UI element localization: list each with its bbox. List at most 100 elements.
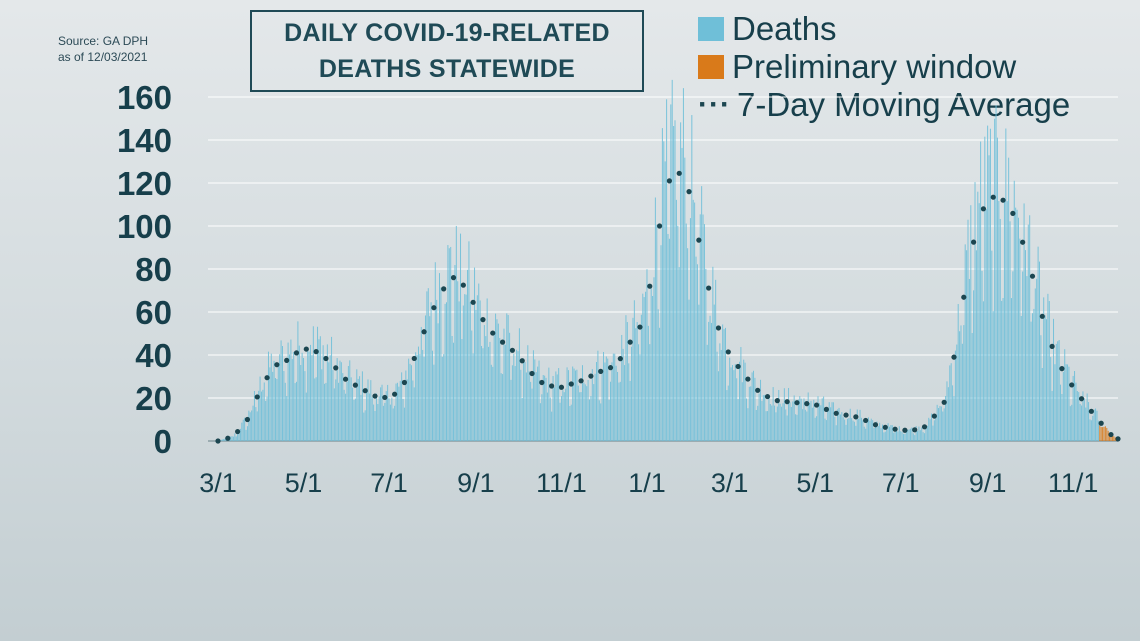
bar: [894, 431, 896, 441]
bar: [356, 369, 358, 441]
bar: [746, 398, 748, 441]
bar: [866, 420, 868, 441]
bar: [674, 120, 676, 441]
bar: [1017, 217, 1019, 441]
bar: [952, 385, 954, 441]
bar: [922, 432, 924, 441]
bar: [994, 118, 996, 442]
moving-average-dot: [1078, 396, 1085, 402]
bar: [856, 409, 858, 441]
moving-average-dot: [794, 400, 800, 406]
bar: [1107, 430, 1109, 441]
bar: [661, 128, 663, 441]
bar: [520, 369, 522, 441]
bar: [521, 397, 523, 441]
bar: [1100, 427, 1102, 441]
bar: [845, 424, 847, 441]
x-tick-label: 3/1: [711, 468, 749, 498]
bar: [1099, 425, 1101, 441]
bar: [360, 394, 362, 441]
bar: [614, 353, 616, 441]
bar: [366, 387, 368, 441]
bar: [956, 344, 958, 441]
bar: [265, 400, 267, 441]
bar: [706, 344, 708, 441]
bar: [607, 358, 609, 441]
bar: [284, 382, 286, 441]
bar: [580, 392, 582, 441]
bar: [811, 407, 813, 441]
bar: [901, 432, 903, 441]
bar: [573, 368, 575, 441]
y-tick-label: 0: [154, 423, 172, 460]
moving-average-dot: [411, 355, 417, 362]
legend: Deaths Preliminary window ··· 7-Day Movi…: [698, 10, 1070, 124]
bar: [340, 362, 342, 441]
bar: [860, 417, 862, 441]
bar: [774, 405, 776, 441]
moving-average-dot: [529, 370, 535, 377]
bar: [485, 336, 487, 441]
bar: [274, 378, 276, 441]
bar: [238, 430, 240, 441]
bar: [335, 379, 337, 441]
bar: [681, 147, 683, 441]
bar: [262, 389, 264, 441]
bar: [398, 386, 400, 441]
bar: [677, 225, 679, 441]
bar: [343, 389, 345, 441]
bar: [412, 380, 414, 441]
bar: [719, 343, 721, 441]
bar: [869, 420, 871, 441]
bar: [907, 429, 909, 441]
bar: [925, 427, 927, 441]
bar: [458, 301, 460, 441]
bar: [733, 370, 735, 441]
bar: [1015, 207, 1017, 441]
bar: [422, 349, 424, 441]
bar: [915, 426, 917, 441]
bar: [802, 409, 804, 441]
bar: [539, 403, 541, 441]
bar: [891, 425, 893, 441]
bar: [834, 416, 836, 441]
bar: [668, 238, 670, 441]
bar: [858, 418, 860, 441]
legend-item-moving-average: ··· 7-Day Moving Average: [698, 86, 1070, 124]
bar: [444, 303, 446, 441]
y-tick-label: 100: [117, 208, 172, 245]
bar: [692, 199, 694, 441]
bar: [601, 373, 603, 441]
bar: [1053, 318, 1055, 441]
bar: [419, 354, 421, 441]
bar: [1086, 393, 1088, 441]
bar: [701, 186, 703, 441]
moving-average-dot: [578, 378, 584, 384]
bar: [396, 382, 398, 441]
y-tick-label: 20: [135, 380, 172, 417]
bar: [359, 376, 361, 441]
bar: [304, 371, 306, 441]
bar: [527, 345, 529, 441]
bar: [748, 386, 750, 441]
bar: [408, 358, 410, 441]
moving-average-dot: [382, 394, 388, 401]
moving-average-dot: [715, 325, 722, 331]
bar: [1061, 394, 1063, 441]
bar: [638, 344, 640, 441]
bar: [959, 331, 961, 441]
source-label: Source: GA DPH: [58, 34, 149, 48]
bar: [1064, 349, 1066, 441]
bar: [244, 417, 246, 441]
bar: [1106, 427, 1108, 441]
bar: [248, 410, 250, 441]
bar: [517, 351, 519, 441]
bar: [963, 325, 965, 441]
bar: [506, 313, 508, 441]
bar: [800, 398, 802, 441]
bar: [867, 417, 869, 441]
bar: [1023, 203, 1025, 441]
bar: [605, 356, 607, 441]
bar: [389, 404, 391, 441]
moving-average-dot: [735, 363, 741, 370]
